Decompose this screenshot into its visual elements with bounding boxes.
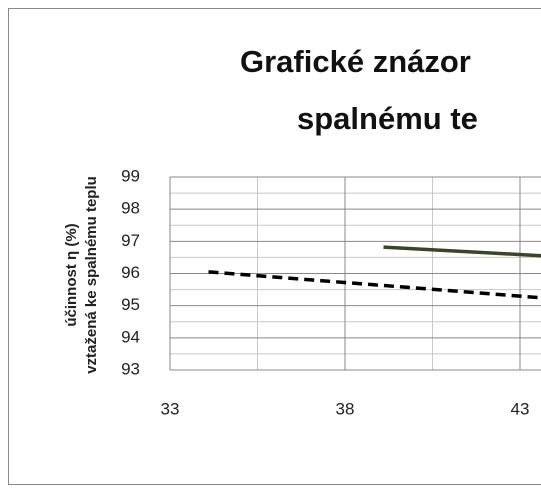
y-tick-label: 99 (121, 166, 140, 185)
y-tick-label: 98 (121, 199, 140, 218)
x-tick-label: 43 (511, 399, 530, 418)
chart-title: Grafické znázor (240, 44, 471, 79)
y-axis-label: účinnost η (%) (63, 223, 80, 326)
y-tick-label: 97 (121, 231, 140, 250)
y-axis-label: vztažená ke spalnému teplu (83, 176, 100, 374)
x-tick-label: 33 (161, 399, 180, 418)
plot-area (169, 176, 541, 371)
y-tick-label: 93 (121, 359, 140, 378)
chart-title: spalnému te (297, 101, 478, 136)
y-tick-label: 94 (121, 327, 140, 346)
x-tick-label: 38 (336, 399, 355, 418)
y-tick-label: 96 (121, 263, 140, 282)
y-tick-label: 95 (121, 295, 140, 314)
data-line (208, 270, 541, 300)
chart-frame (8, 8, 541, 485)
data-line (383, 245, 541, 258)
